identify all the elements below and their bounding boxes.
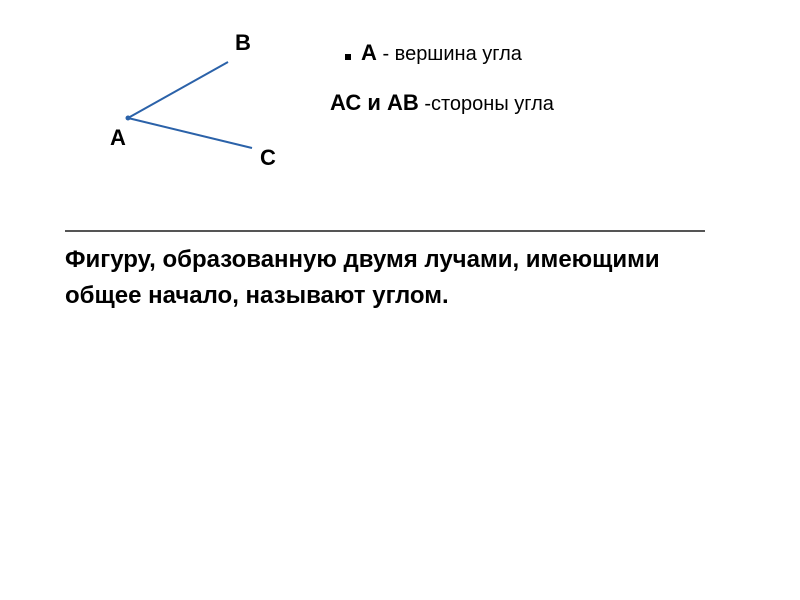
sides-description-row: АС и АВ -стороны угла (330, 90, 554, 116)
label-vertex-b: В (235, 30, 251, 56)
angle-diagram: А В С (100, 30, 300, 170)
slide-container: А В С А - вершина угла АС и АВ -стороны … (0, 0, 800, 600)
vertex-letter: А (361, 40, 377, 65)
ray-ac (128, 118, 252, 148)
vertex-description-row: А - вершина угла (345, 40, 522, 66)
sides-rest: -стороны угла (419, 93, 554, 115)
vertex-dot (126, 116, 131, 121)
definition-text: Фигуру, образованную двумя лучами, имеющ… (65, 230, 705, 314)
bullet-icon (345, 54, 351, 60)
ray-ab (128, 62, 228, 118)
vertex-desc-rest: - вершина угла (377, 43, 522, 65)
label-vertex-a: А (110, 125, 126, 151)
label-vertex-c: С (260, 145, 276, 171)
sides-bold: АС и АВ (330, 90, 419, 115)
vertex-description-text: А - вершина угла (361, 40, 522, 66)
